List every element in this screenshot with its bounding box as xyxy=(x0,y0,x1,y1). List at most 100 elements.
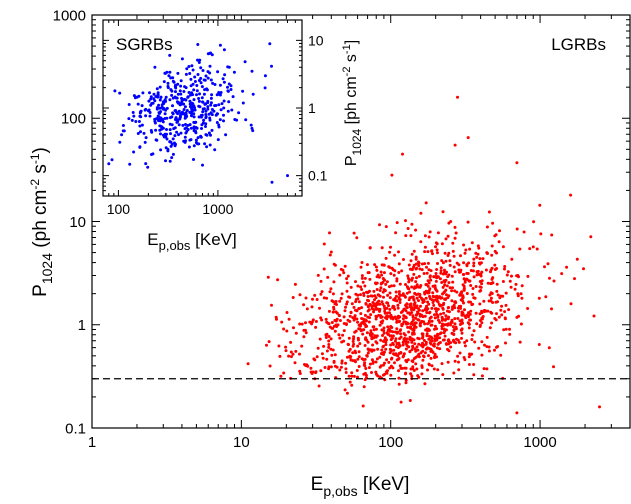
lgrb-point xyxy=(480,353,484,357)
sgrb-point xyxy=(159,148,163,152)
lgrb-point xyxy=(463,341,467,344)
lgrb-point xyxy=(468,279,471,283)
lgrb-point xyxy=(414,280,418,284)
lgrb-point xyxy=(406,311,410,315)
lgrb-point xyxy=(363,371,367,375)
lgrb-point xyxy=(384,347,388,351)
lgrb-point xyxy=(400,366,404,370)
lgrb-point xyxy=(575,257,579,261)
lgrb-point xyxy=(472,261,476,265)
sgrb-point xyxy=(217,91,221,94)
sgrb-point xyxy=(218,83,222,87)
lgrb-point xyxy=(334,300,338,303)
lgrb-point xyxy=(392,273,396,277)
lgrb-point xyxy=(389,313,393,317)
lgrb-point xyxy=(400,269,404,273)
lgrb-point xyxy=(453,225,457,229)
lgrb-point xyxy=(309,366,313,370)
sgrb-point xyxy=(179,92,183,96)
x-tick-label: 100 xyxy=(107,201,131,217)
lgrb-point xyxy=(362,294,366,297)
lgrb-point xyxy=(482,299,486,303)
lgrb-label: LGRBs xyxy=(551,35,606,54)
lgrb-point xyxy=(425,332,429,336)
lgrb-point xyxy=(439,266,443,270)
sgrb-point xyxy=(222,106,226,110)
lgrb-point xyxy=(405,306,409,310)
lgrb-point xyxy=(287,317,291,321)
lgrb-point xyxy=(380,273,384,277)
lgrb-point xyxy=(478,323,482,327)
sgrb-point xyxy=(204,113,208,116)
lgrb-point xyxy=(449,220,453,223)
lgrb-point xyxy=(408,399,412,402)
lgrb-point xyxy=(456,317,460,320)
lgrb-point xyxy=(505,273,509,277)
lgrb-point xyxy=(397,320,401,324)
lgrb-point xyxy=(510,257,514,261)
lgrb-point xyxy=(364,302,368,305)
lgrb-point xyxy=(353,349,357,353)
sgrb-point xyxy=(197,142,201,146)
sgrb-point xyxy=(188,110,192,114)
lgrb-point xyxy=(275,317,278,321)
lgrb-point xyxy=(441,261,445,265)
sgrb-point xyxy=(138,114,142,118)
sgrb-point xyxy=(268,42,272,46)
lgrb-point xyxy=(470,333,474,337)
sgrb-point xyxy=(167,74,171,78)
sgrb-point xyxy=(181,123,185,127)
lgrb-point xyxy=(439,269,443,273)
sgrb-point xyxy=(154,95,158,98)
lgrb-point xyxy=(368,362,372,366)
lgrb-point xyxy=(300,322,304,326)
lgrb-point xyxy=(538,203,542,207)
lgrb-point xyxy=(526,274,530,278)
lgrb-point xyxy=(444,259,448,263)
sgrb-point xyxy=(219,108,223,112)
lgrb-point xyxy=(537,296,541,300)
sgrb-point xyxy=(186,95,190,99)
lgrb-point xyxy=(342,339,346,343)
lgrb-point xyxy=(436,307,440,311)
y-tick-label: 10 xyxy=(69,214,86,231)
lgrb-point xyxy=(374,296,378,300)
lgrb-point xyxy=(428,294,431,298)
lgrb-point xyxy=(444,317,448,321)
lgrb-point xyxy=(499,308,503,312)
lgrb-point xyxy=(409,234,413,238)
lgrb-point xyxy=(378,365,382,369)
lgrb-point xyxy=(503,317,507,321)
lgrb-point xyxy=(382,271,386,275)
lgrb-point xyxy=(300,344,304,348)
sgrb-point xyxy=(139,130,142,134)
lgrb-point xyxy=(429,356,433,360)
lgrb-point xyxy=(287,354,291,358)
lgrb-point xyxy=(473,296,477,300)
lgrb-point xyxy=(426,284,430,288)
lgrb-point xyxy=(379,314,383,318)
lgrb-point xyxy=(432,367,436,371)
lgrb-point xyxy=(305,307,309,311)
lgrb-point xyxy=(446,296,450,300)
lgrb-point xyxy=(410,359,414,363)
lgrb-point xyxy=(497,315,501,319)
lgrb-point xyxy=(472,363,476,366)
lgrb-point xyxy=(480,270,484,274)
lgrb-point xyxy=(471,269,475,273)
sgrb-point xyxy=(206,70,210,74)
sgrb-point xyxy=(226,109,230,113)
lgrb-point xyxy=(404,316,408,320)
lgrb-point xyxy=(406,325,410,329)
lgrb-point xyxy=(329,347,333,351)
lgrb-point xyxy=(371,343,375,347)
lgrb-point xyxy=(395,221,399,225)
sgrb-point xyxy=(169,132,172,136)
lgrb-point xyxy=(500,313,504,317)
lgrb-point xyxy=(472,329,476,333)
lgrb-point xyxy=(592,314,596,318)
lgrb-point xyxy=(423,292,427,296)
sgrb-point xyxy=(141,91,145,95)
lgrb-point xyxy=(327,345,331,349)
lgrb-point xyxy=(322,296,326,300)
